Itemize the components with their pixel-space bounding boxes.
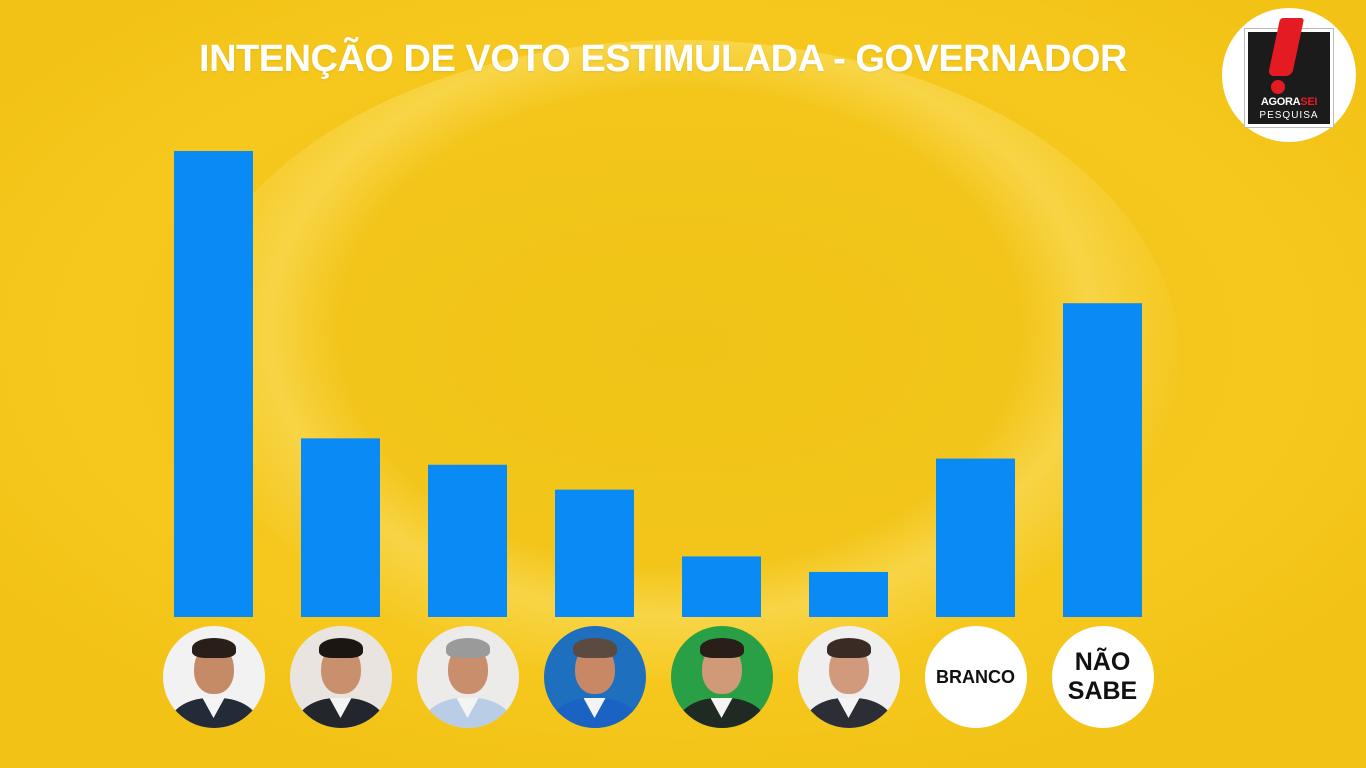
bar-6 (809, 571, 888, 617)
bar-1 (174, 151, 253, 617)
category-label-7: BRANCO (924, 626, 1027, 728)
candidate-photo-4 (543, 626, 646, 728)
portrait-hair (572, 638, 617, 658)
portrait-hair (318, 638, 363, 658)
candidate-photo-3 (416, 626, 519, 728)
candidate-photo-2 (289, 626, 392, 728)
category-label-8: NÃO SABE (1051, 626, 1154, 728)
exclamation-dot-icon (1271, 80, 1285, 94)
candidate-photo-5 (670, 626, 773, 728)
agorasei-logo: AGORASEI PESQUISA (1222, 8, 1356, 142)
bar-4 (555, 489, 634, 617)
logo-badge: AGORASEI PESQUISA (1245, 18, 1333, 127)
bar-8 (1063, 303, 1142, 617)
candidate-photo-1 (162, 626, 265, 728)
portrait-hair (191, 638, 236, 658)
logo-subtitle: PESQUISA (1259, 110, 1319, 121)
exclamation-icon (1267, 18, 1305, 76)
bar-2 (301, 438, 380, 617)
bar-7 (936, 458, 1015, 617)
chart-title: INTENÇÃO DE VOTO ESTIMULADA - GOVERNADOR (199, 38, 1127, 80)
bar-5 (682, 556, 761, 617)
bar-3 (428, 464, 507, 617)
portrait-hair (699, 638, 744, 658)
category-text: BRANCO (936, 666, 1015, 687)
portrait-hair (445, 638, 490, 658)
category-text: NÃO SABE (1067, 648, 1138, 705)
candidate-photo-6 (797, 626, 900, 728)
logo-wordmark: AGORASEI (1260, 96, 1318, 108)
portrait-hair (826, 638, 871, 658)
